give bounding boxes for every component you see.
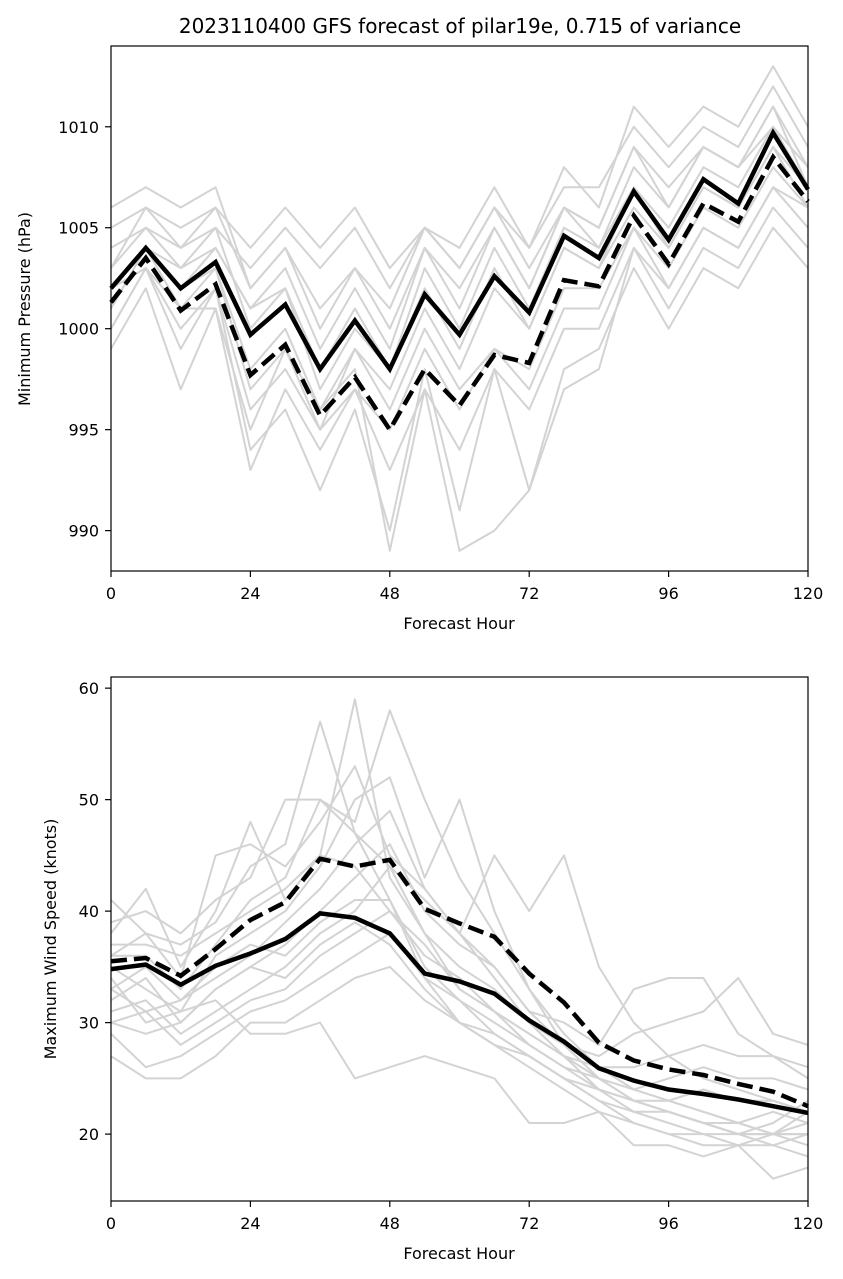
pressure-dashed-series-line bbox=[109, 153, 810, 434]
pressure-ensemble-line bbox=[110, 105, 809, 290]
pressure-ensemble-line bbox=[110, 206, 809, 552]
pressure-axes-frame bbox=[110, 45, 809, 572]
x-tick-label: 0 bbox=[106, 584, 116, 603]
wind-solid-series-line bbox=[110, 911, 809, 1116]
pressure-ensemble-line bbox=[110, 146, 809, 391]
wind-panel: 0 24 48 72 96 120 20 30 40 50 60 Forecast Hour Ma… bbox=[41, 676, 823, 1263]
x-tick-label: 96 bbox=[658, 1214, 678, 1233]
wind-ensemble-line bbox=[110, 776, 808, 1136]
wind-ensemble-line bbox=[110, 921, 809, 1136]
x-tick-label: 48 bbox=[380, 584, 400, 603]
y-tick-label: 30 bbox=[79, 1014, 99, 1033]
pressure-plot-area bbox=[109, 65, 810, 552]
y-tick-label: 990 bbox=[68, 522, 99, 541]
wind-ensemble-line bbox=[110, 765, 809, 1136]
x-tick-label: 120 bbox=[793, 1214, 824, 1233]
wind-ensemble-line bbox=[110, 698, 808, 1136]
y-tick-label: 1005 bbox=[58, 219, 99, 238]
wind-y-axis: 20 30 40 50 60 bbox=[79, 679, 111, 1144]
x-tick-label: 96 bbox=[658, 584, 678, 603]
x-tick-label: 120 bbox=[793, 584, 824, 603]
y-tick-label: 20 bbox=[79, 1125, 99, 1144]
x-tick-label: 48 bbox=[380, 1214, 400, 1233]
y-tick-label: 995 bbox=[68, 421, 99, 440]
wind-ensemble-line bbox=[110, 977, 809, 1180]
y-tick-label: 40 bbox=[79, 902, 99, 921]
pressure-solid-series-line bbox=[109, 128, 810, 374]
pressure-ensemble-line bbox=[110, 125, 809, 371]
wind-ensemble-line bbox=[110, 865, 809, 1058]
wind-x-axis: 0 24 48 72 96 120 bbox=[106, 1201, 823, 1233]
y-tick-label: 1000 bbox=[58, 320, 99, 339]
x-tick-label: 72 bbox=[519, 584, 539, 603]
x-tick-label: 24 bbox=[240, 1214, 260, 1233]
chart-title: 2023110400 GFS forecast of pilar19e, 0.7… bbox=[179, 14, 741, 38]
wind-dashed-series-line bbox=[110, 856, 809, 1109]
x-tick-label: 72 bbox=[519, 1214, 539, 1233]
pressure-panel: 2023110400 GFS forecast of pilar19e, 0.7… bbox=[15, 14, 823, 633]
pressure-ensemble-line bbox=[110, 125, 809, 330]
wind-axes-frame bbox=[110, 676, 809, 1202]
pressure-y-axis: 990 995 1000 1005 1010 bbox=[58, 118, 111, 541]
x-tick-label: 0 bbox=[106, 1214, 116, 1233]
x-tick-label: 24 bbox=[240, 584, 260, 603]
pressure-ensemble-line bbox=[110, 186, 809, 431]
pressure-x-axis-label: Forecast Hour bbox=[403, 614, 515, 633]
y-tick-label: 50 bbox=[79, 791, 99, 810]
wind-ensemble-line bbox=[110, 910, 809, 1069]
pressure-ensemble-line bbox=[110, 226, 809, 532]
pressure-y-axis-label: Minimum Pressure (hPa) bbox=[15, 212, 34, 406]
pressure-x-axis: 0 24 48 72 96 120 bbox=[106, 571, 823, 603]
y-tick-label: 1010 bbox=[58, 118, 99, 137]
y-tick-label: 60 bbox=[79, 679, 99, 698]
wind-ensemble-line bbox=[111, 854, 809, 1147]
wind-plot-area bbox=[110, 698, 809, 1180]
wind-y-axis-label: Maximum Wind Speed (knots) bbox=[41, 819, 60, 1060]
wind-x-axis-label: Forecast Hour bbox=[403, 1244, 515, 1263]
